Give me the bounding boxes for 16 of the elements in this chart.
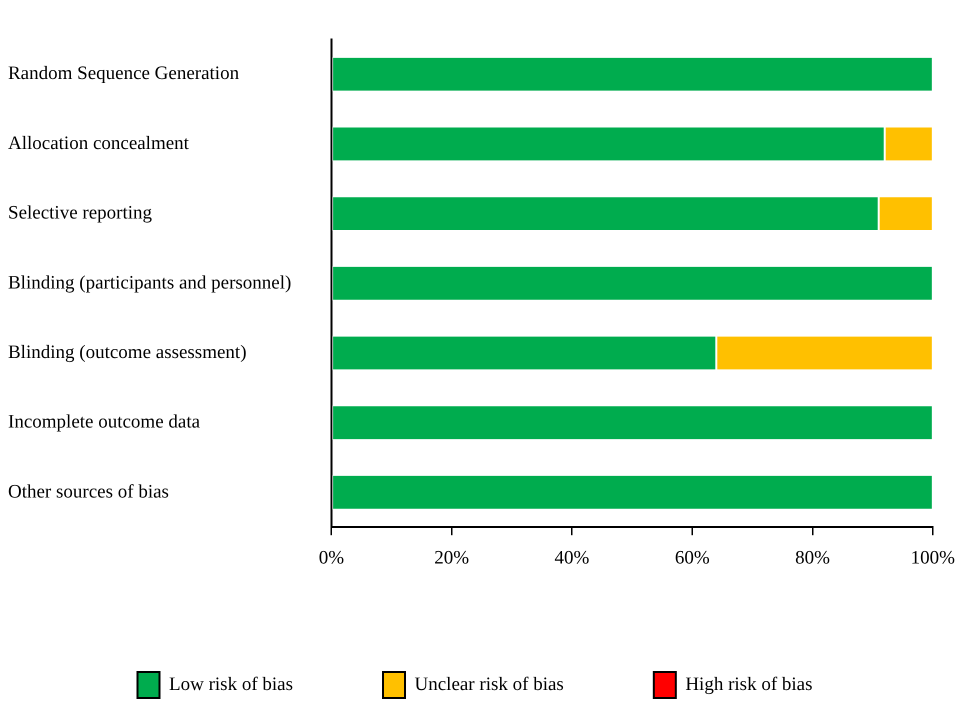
- x-tick-label: 60%: [674, 548, 710, 569]
- y-tick-label: Blinding (participants and personnel): [8, 272, 292, 294]
- legend-label: High risk of bias: [685, 674, 813, 695]
- y-tick-label: Blinding (outcome assessment): [8, 342, 247, 363]
- x-tick-label: 0%: [318, 548, 344, 569]
- x-tick-label: 80%: [795, 548, 830, 569]
- y-tick-label: Incomplete outcome data: [8, 412, 201, 433]
- y-tick-label: Other sources of bias: [8, 481, 169, 502]
- x-tick-label: 40%: [554, 548, 590, 569]
- legend-label: Unclear risk of bias: [414, 674, 564, 695]
- y-tick-label: Allocation concealment: [8, 132, 190, 154]
- legend-label: Low risk of bias: [169, 674, 294, 695]
- y-tick-label: Random Sequence Generation: [8, 63, 240, 84]
- x-tick-label: 100%: [910, 548, 956, 569]
- x-tick-label: 20%: [434, 548, 470, 569]
- y-tick-label: Selective reporting: [8, 202, 153, 224]
